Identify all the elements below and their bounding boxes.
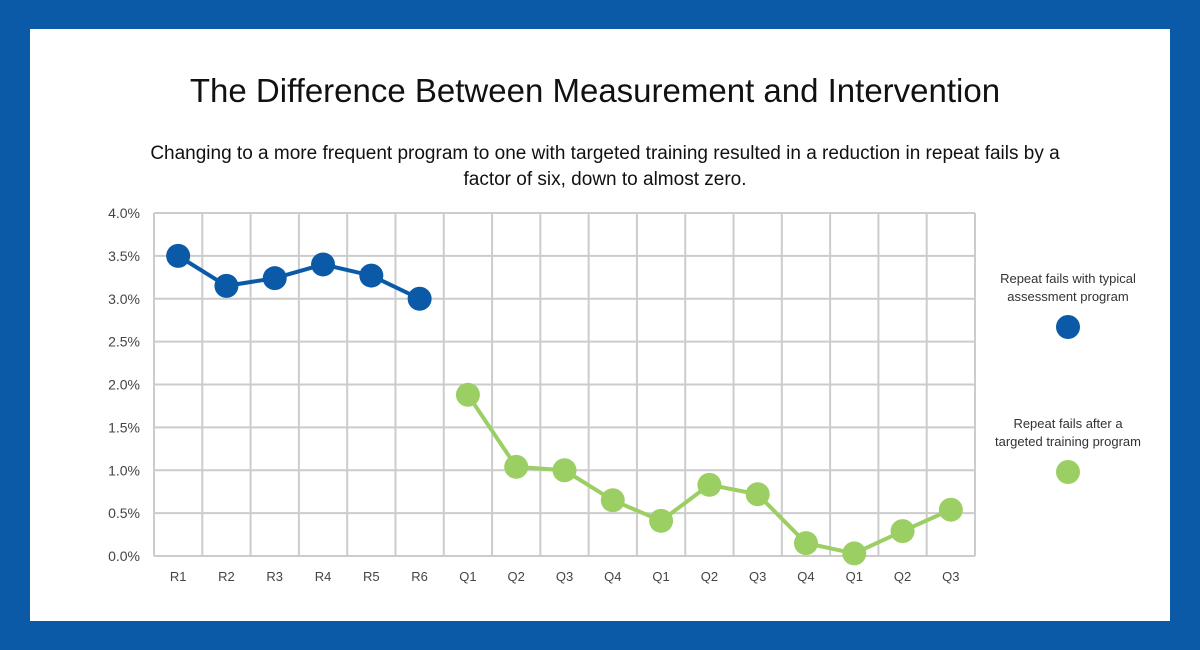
data-point — [311, 252, 336, 277]
chart-subtitle: Changing to a more frequent program to o… — [150, 143, 1060, 190]
x-tick-label: Q4 — [604, 569, 621, 584]
data-point — [166, 243, 191, 268]
x-tick-label: Q1 — [846, 569, 863, 584]
data-point — [407, 286, 432, 311]
x-tick-label: Q2 — [508, 569, 525, 584]
x-tick-label: Q1 — [652, 569, 669, 584]
y-tick-label: 2.5% — [108, 334, 140, 350]
x-tick-label: R6 — [411, 569, 428, 584]
x-tick-label: R5 — [363, 569, 380, 584]
data-point — [697, 472, 722, 497]
x-tick-label: R1 — [170, 569, 187, 584]
y-tick-label: 3.0% — [108, 291, 140, 307]
data-point — [455, 382, 480, 407]
data-point — [793, 531, 818, 556]
legend-label-targeted: Repeat fails after a targeted training p… — [995, 416, 1141, 449]
x-tick-label: Q3 — [749, 569, 766, 584]
data-point — [649, 508, 674, 533]
data-point — [745, 482, 770, 507]
x-tick-label: Q3 — [942, 569, 959, 584]
x-tick-label: Q1 — [459, 569, 476, 584]
x-tick-label: Q4 — [797, 569, 814, 584]
y-tick-label: 1.0% — [108, 462, 140, 478]
y-tick-label: 0.5% — [108, 505, 140, 521]
data-point — [842, 541, 867, 566]
data-point — [938, 497, 963, 522]
y-tick-label: 1.5% — [108, 419, 140, 435]
chart-title: The Difference Between Measurement and I… — [189, 72, 1001, 109]
x-tick-label: Q3 — [556, 569, 573, 584]
y-tick-label: 4.0% — [108, 205, 140, 221]
data-point — [262, 266, 287, 291]
data-point — [359, 263, 384, 288]
x-tick-label: Q2 — [701, 569, 718, 584]
legend-marker-targeted — [1056, 460, 1080, 484]
x-tick-label: R4 — [315, 569, 332, 584]
x-tick-label: Q2 — [894, 569, 911, 584]
y-tick-label: 0.0% — [108, 548, 140, 564]
y-tick-label: 3.5% — [108, 248, 140, 264]
y-tick-label: 2.0% — [108, 377, 140, 393]
data-point — [600, 488, 625, 513]
data-point — [504, 454, 529, 479]
x-tick-label: R2 — [218, 569, 235, 584]
data-point — [552, 458, 577, 483]
data-point — [214, 273, 239, 298]
legend-marker-typical — [1056, 315, 1080, 339]
legend-label-typical: Repeat fails with typical assessment pro… — [1000, 271, 1136, 304]
x-tick-label: R3 — [266, 569, 283, 584]
data-point — [890, 519, 915, 544]
chart-card — [30, 29, 1170, 621]
